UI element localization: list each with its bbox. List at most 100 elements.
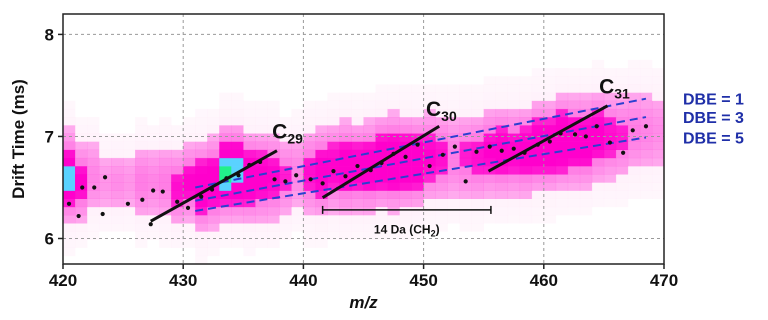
dbe-label: DBE = 3 <box>683 110 744 127</box>
heatmap-cell <box>471 84 484 93</box>
heatmap-cell <box>603 68 617 77</box>
heatmap-cell <box>75 198 88 208</box>
heatmap-cell <box>111 198 124 208</box>
x-tick-label: 440 <box>289 271 317 290</box>
heatmap-cell <box>243 206 256 216</box>
heatmap-cell <box>135 133 148 142</box>
heatmap-cell <box>447 108 460 118</box>
heatmap-cell <box>555 174 569 183</box>
heatmap-cell <box>615 108 629 118</box>
heatmap-cell <box>447 125 460 134</box>
heatmap-cell <box>327 174 340 183</box>
heatmap-cell <box>423 100 436 110</box>
heatmap-cell <box>555 92 569 102</box>
heatmap-cell <box>399 100 412 110</box>
heatmap-cell <box>519 157 533 167</box>
heatmap-cell <box>75 190 88 199</box>
heatmap-cell <box>111 166 124 175</box>
heatmap-cell <box>63 133 76 142</box>
heatmap-cell <box>339 190 352 199</box>
data-point <box>331 169 336 174</box>
heatmap-cell <box>495 117 509 126</box>
heatmap-cell <box>471 108 484 118</box>
heatmap-cell <box>423 166 436 175</box>
heatmap-cell <box>267 108 280 118</box>
heatmap-cell <box>579 174 593 183</box>
heatmap-cell <box>603 84 617 93</box>
heatmap-cell <box>459 133 472 142</box>
y-tick-label: 6 <box>45 229 54 248</box>
heatmap-cell <box>315 182 328 191</box>
heatmap-cell <box>183 117 196 126</box>
heatmap-cell <box>639 149 653 159</box>
heatmap-cell <box>279 149 292 159</box>
heatmap-cell <box>291 117 304 126</box>
heatmap-cell <box>207 149 220 159</box>
heatmap-cell <box>351 215 364 224</box>
heatmap-cell <box>303 190 316 199</box>
heatmap-cell <box>315 190 328 199</box>
heatmap-cell <box>435 108 448 118</box>
heatmap-cell <box>351 149 364 159</box>
heatmap-cell <box>399 117 412 126</box>
heatmap-cell <box>315 141 328 151</box>
heatmap-cell <box>231 198 244 208</box>
heatmap-cell <box>591 125 605 134</box>
heatmap-cell <box>75 141 88 151</box>
x-tick-label: 460 <box>530 271 558 290</box>
heatmap-cell <box>315 198 328 208</box>
heatmap-cell <box>507 215 521 224</box>
heatmap-cell <box>651 125 664 134</box>
heatmap-cell <box>555 206 569 216</box>
heatmap-cell <box>591 100 605 110</box>
heatmap-cell <box>591 166 605 175</box>
heatmap-cell <box>603 190 617 199</box>
heatmap-cell <box>387 198 400 208</box>
heatmap-cell <box>123 133 136 142</box>
heatmap-cell <box>399 108 412 118</box>
heatmap-cell <box>531 174 545 183</box>
heatmap-cell <box>423 182 436 191</box>
heatmap-cell <box>87 190 100 199</box>
heatmap-cell <box>603 108 617 118</box>
heatmap-cell <box>207 231 220 240</box>
heatmap-cell <box>639 117 653 126</box>
data-point <box>427 163 432 169</box>
heatmap-cell <box>87 125 100 134</box>
heatmap-cell <box>327 100 340 110</box>
data-point <box>224 176 229 181</box>
trend-line <box>487 104 609 173</box>
heatmap-cell <box>255 117 268 126</box>
heatmap-cell <box>219 149 232 159</box>
heatmap-cell <box>351 141 364 151</box>
data-point <box>511 146 516 151</box>
heatmap-cell <box>531 198 545 208</box>
x-tick-label: 470 <box>650 271 678 290</box>
heatmap-cell <box>327 108 340 118</box>
heatmap-cell <box>147 133 160 142</box>
heatmap-cell <box>255 206 268 216</box>
heatmap-cell <box>519 166 533 175</box>
heatmap-cell <box>555 117 569 126</box>
heatmap-cell <box>195 206 208 216</box>
heatmap-cell <box>387 166 400 175</box>
heatmap-cell <box>627 182 641 191</box>
span-label: 14 Da (CH2) <box>374 222 440 238</box>
heatmap-cell <box>615 100 629 110</box>
heatmap-cell <box>471 174 484 183</box>
heatmap-cell <box>579 149 593 159</box>
data-point <box>630 128 635 133</box>
heatmap-cell <box>483 182 497 191</box>
heatmap-cell <box>615 174 629 183</box>
heatmap-cell <box>459 125 472 134</box>
x-tick-label: 430 <box>169 271 197 290</box>
heatmap-cell <box>327 182 340 191</box>
heatmap-cell <box>411 133 424 142</box>
heatmap-cell <box>471 157 484 167</box>
heatmap-cell <box>63 223 76 232</box>
heatmap-cell <box>147 223 160 232</box>
data-points <box>66 124 649 227</box>
heatmap-cell <box>171 190 184 199</box>
heatmap-cell <box>315 206 328 216</box>
